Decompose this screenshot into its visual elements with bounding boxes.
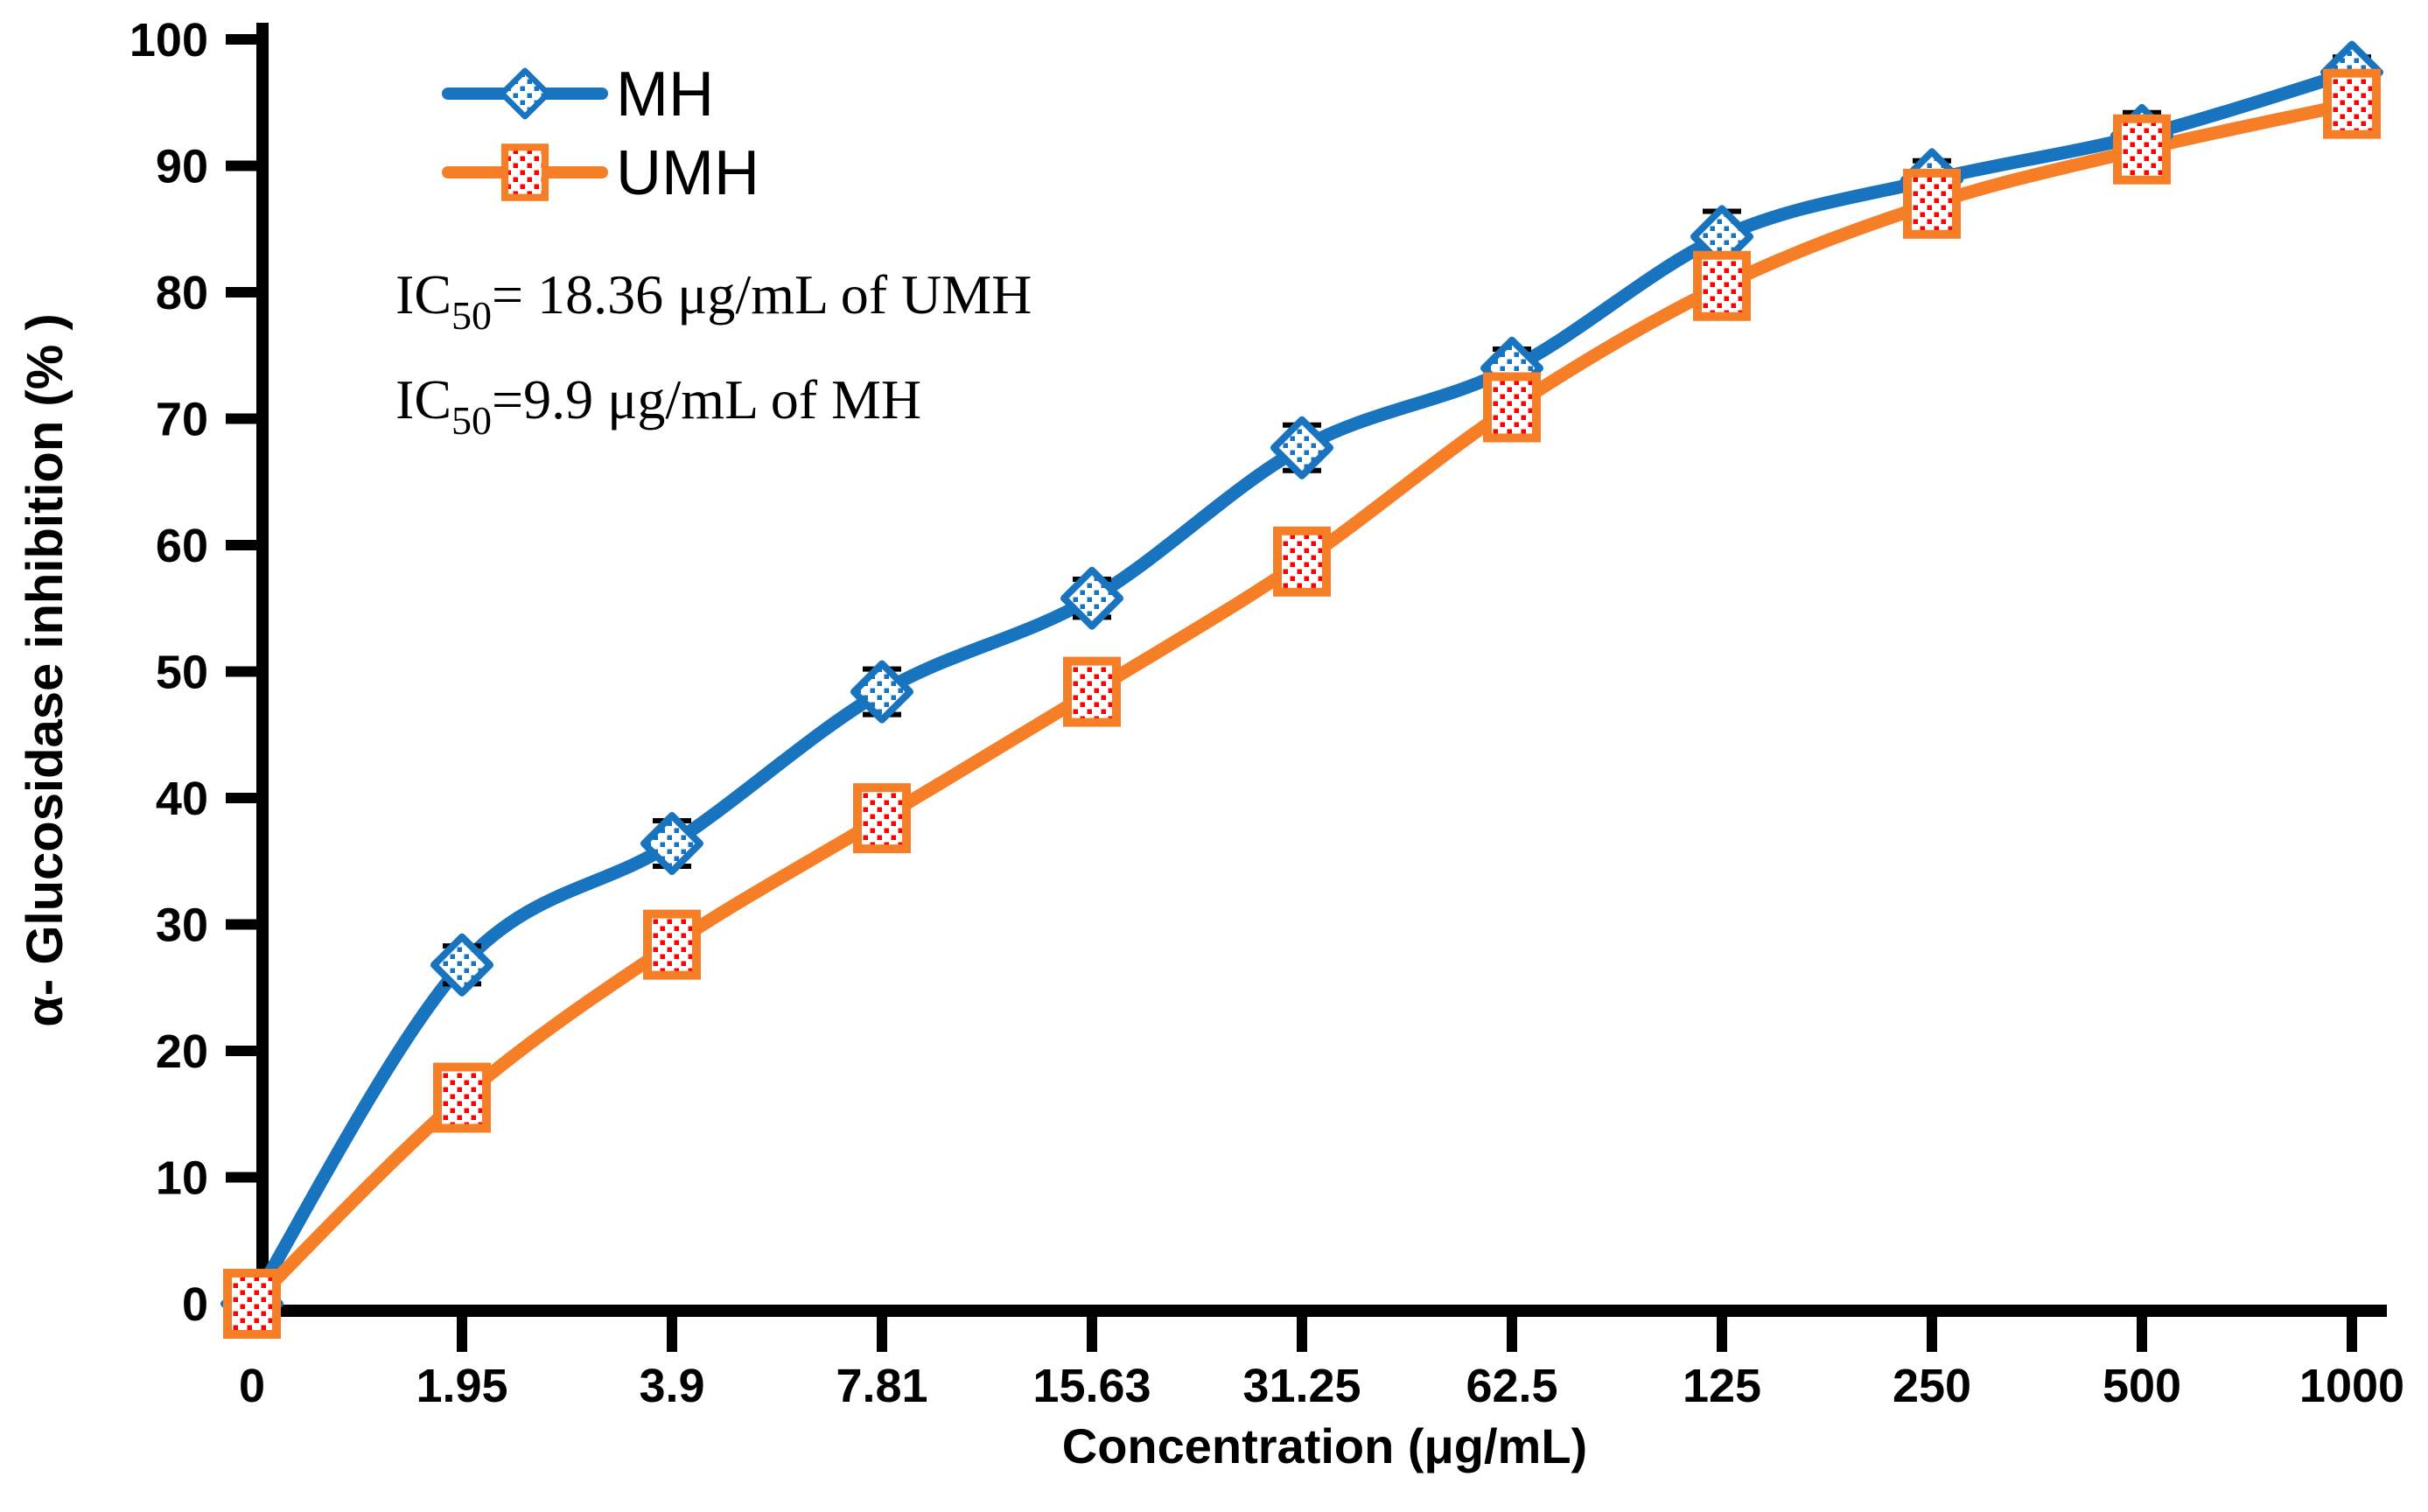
legend-label-UMH: UMH xyxy=(616,138,759,208)
marker-MH xyxy=(1060,566,1123,630)
x-tick-label: 3.9 xyxy=(639,1360,704,1412)
series-line-MH xyxy=(245,66,2359,1311)
marker-UMH xyxy=(2113,114,2171,185)
marker-MH xyxy=(1270,416,1333,480)
x-tick-label: 0 xyxy=(239,1360,265,1412)
x-tick-label: 7.81 xyxy=(836,1360,927,1412)
marker-MH xyxy=(850,660,913,724)
marker-UMH xyxy=(433,1062,491,1133)
marker-UMH xyxy=(223,1269,281,1339)
y-tick-label: 90 xyxy=(156,141,208,193)
legend-label-MH: MH xyxy=(616,60,714,130)
x-tick-label: 15.63 xyxy=(1032,1360,1151,1412)
y-tick-label: 50 xyxy=(156,647,208,699)
y-tick-label: 80 xyxy=(156,267,208,319)
marker-MH xyxy=(430,933,493,997)
annotation-prefix: IC xyxy=(395,263,451,326)
y-axis-title: α- Glucosidase inhibition (% ) xyxy=(17,313,73,1027)
y-tick-label: 10 xyxy=(156,1152,208,1205)
annotation-ic50-mh: IC50=9.9 μg/mL of MH xyxy=(395,368,922,443)
x-tick-label: 500 xyxy=(2103,1360,2181,1412)
y-tick-label: 100 xyxy=(129,14,208,66)
x-tick-label: 1.95 xyxy=(416,1360,507,1412)
y-tick-label: 40 xyxy=(156,773,208,825)
x-tick-label: 31.25 xyxy=(1242,1360,1361,1412)
legend-item-UMH: UMH xyxy=(442,138,759,208)
x-tick-label: 62.5 xyxy=(1466,1360,1557,1412)
x-tick-label: 125 xyxy=(1683,1360,1761,1412)
x-axis-title: Concentration (μg/mL) xyxy=(1061,1418,1588,1474)
marker-UMH xyxy=(1903,168,1961,239)
legend-item-MH: MH xyxy=(442,60,714,130)
x-tick-label: 250 xyxy=(1893,1360,1971,1412)
marker-UMH xyxy=(1273,526,1331,597)
marker-MH xyxy=(640,812,703,876)
y-tick-label: 60 xyxy=(156,520,208,572)
annotation-prefix: IC xyxy=(395,368,451,430)
marker-UMH xyxy=(643,909,701,980)
annotation-subscript: 50 xyxy=(451,293,492,338)
marker-MH xyxy=(499,67,551,120)
legend: MH UMH xyxy=(442,60,759,208)
annotation-text: = 18.36 μg/mL of UMH xyxy=(492,263,1032,326)
y-tick-label: 0 xyxy=(182,1278,208,1331)
marker-UMH xyxy=(2323,68,2381,139)
marker-UMH xyxy=(500,144,549,201)
x-tick-label: 1000 xyxy=(2299,1360,2404,1412)
marker-UMH xyxy=(1483,372,1541,443)
annotation-text: =9.9 μg/mL of MH xyxy=(492,368,922,430)
marker-UMH xyxy=(1063,656,1121,727)
y-tick-label: 20 xyxy=(156,1026,208,1078)
y-tick-label: 70 xyxy=(156,394,208,446)
y-tick-label: 30 xyxy=(156,900,208,952)
annotation-subscript: 50 xyxy=(451,398,492,443)
annotation-ic50-umh: IC50= 18.36 μg/mL of UMH xyxy=(395,262,1032,338)
marker-UMH xyxy=(853,783,911,854)
marker-UMH xyxy=(1693,250,1751,321)
